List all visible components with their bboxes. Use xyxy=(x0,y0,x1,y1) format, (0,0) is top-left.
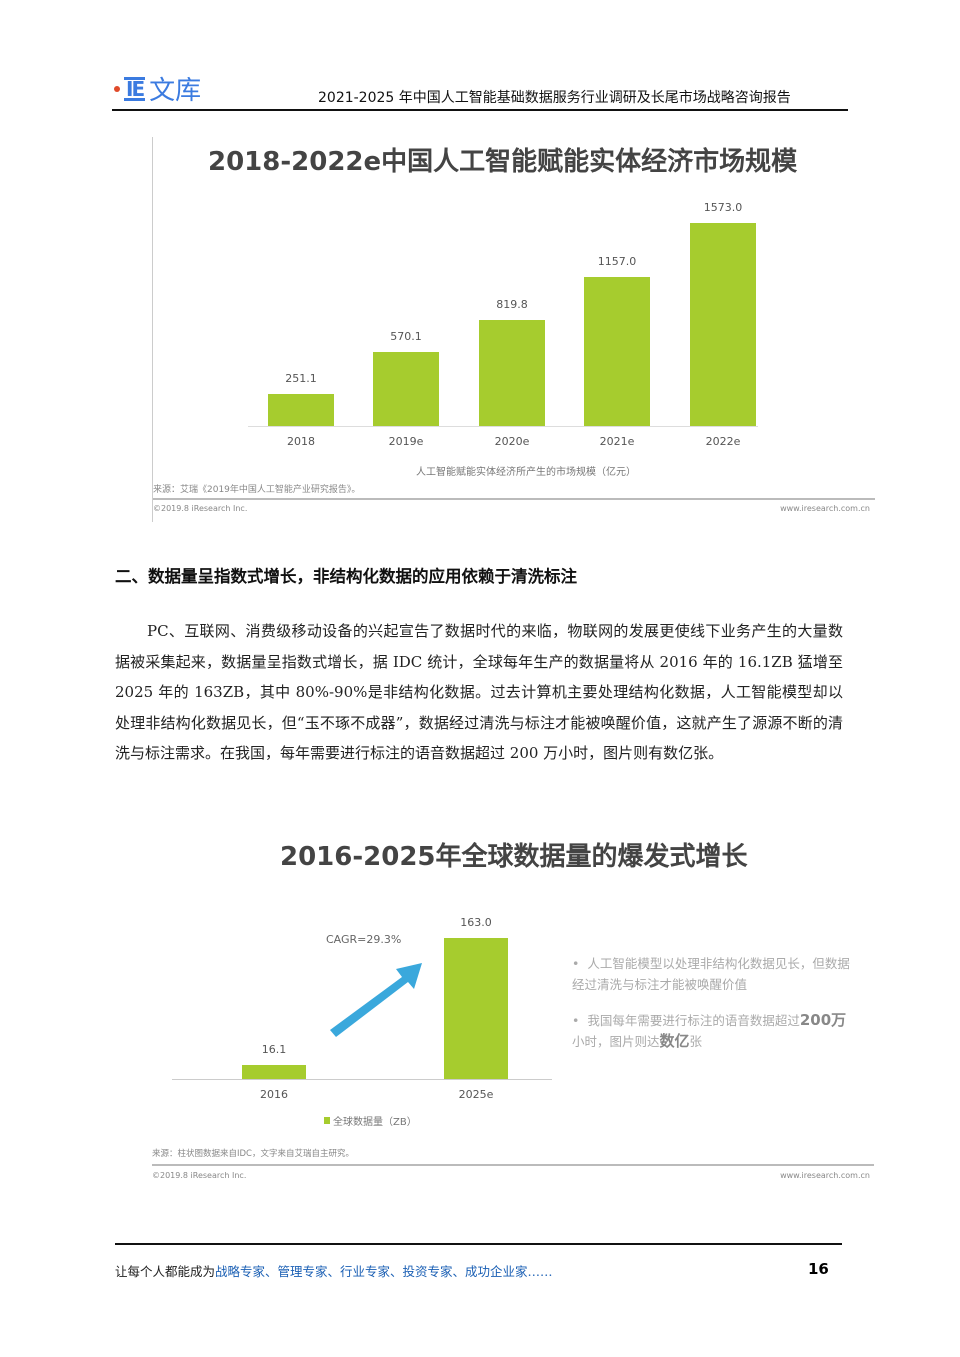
divider xyxy=(152,1164,874,1166)
value-label: 570.1 xyxy=(390,330,422,344)
x-tick-label: 2022e xyxy=(705,435,741,448)
copyright: ©2019.8 iResearch Inc. xyxy=(153,504,248,513)
chart-title: 2018-2022e中国人工智能赋能实体经济市场规模 xyxy=(208,147,798,177)
logo: IE 文库 xyxy=(114,70,201,107)
x-axis xyxy=(248,426,758,427)
source: 来源：柱状图数据来自IDC，文字来自艾瑞自主研究。 xyxy=(152,1149,354,1159)
value-label: 163.0 xyxy=(460,916,492,929)
bar-2019e xyxy=(373,352,439,426)
bullet-2: • 我国每年需要进行标注的语音数据超过200万小时，图片则达数亿张 xyxy=(572,1011,847,1050)
x-tick-label: 2016 xyxy=(260,1088,288,1101)
body-text: PC、互联网、消费级移动设备的兴起宣告了数据时代的来临，物联网的发展更使线下业务… xyxy=(115,622,843,763)
legend: 全球数据量（ZB） xyxy=(324,1113,417,1128)
source: 来源：艾瑞《2019年中国人工智能产业研究报告》。 xyxy=(153,485,361,495)
cagr-annotation: CAGR=29.3% xyxy=(326,933,402,946)
growth-arrow-icon xyxy=(330,963,422,1037)
footer-divider xyxy=(115,1243,842,1245)
x-tick-label: 2025e xyxy=(458,1088,494,1101)
footer-slogan: 让每个人都能成为战略专家、管理专家、行业专家、投资专家、成功企业家…… xyxy=(115,1264,553,1279)
x-axis xyxy=(172,1079,552,1080)
value-label: 1573.0 xyxy=(703,201,743,214)
chart-title: 2016-2025年全球数据量的爆发式增长 xyxy=(280,842,748,872)
bullet-1: • 人工智能模型以处理非结构化数据见长，但数据经过清洗与标注才能被唤醒价值 xyxy=(572,956,850,992)
bar-2022e xyxy=(690,223,756,426)
copyright: ©2019.8 iResearch Inc. xyxy=(152,1171,247,1180)
x-tick-label: 2019e xyxy=(388,435,424,448)
bar-2018 xyxy=(268,393,334,426)
value-label: 251.1 xyxy=(285,371,317,385)
value-label: 819.8 xyxy=(496,298,528,312)
bar-2020e xyxy=(479,320,545,426)
header-divider xyxy=(112,109,848,111)
bar-2025e xyxy=(444,938,508,1079)
site: www.iresearch.com.cn xyxy=(780,1171,870,1180)
bar-2016 xyxy=(242,1065,306,1079)
value-label: 1157.0 xyxy=(597,254,637,268)
x-tick-label: 2021e xyxy=(599,435,635,448)
bar-2021e xyxy=(584,276,650,426)
x-axis-label: 人工智能赋能实体经济所产生的市场规模（亿元） xyxy=(416,467,636,478)
x-tick-label: 2018 xyxy=(287,435,315,448)
divider xyxy=(153,498,875,500)
header-title: 2021-2025 年中国人工智能基础数据服务行业调研及长尾市场战略咨询报告 xyxy=(318,90,791,106)
section-heading: 二、数据量呈指数式增长，非结构化数据的应用依赖于清洗标注 xyxy=(115,567,577,586)
legend-swatch xyxy=(324,1117,330,1124)
chart-market-size: 2018-2022e中国人工智能赋能实体经济市场规模 251.1 2018 570.… xyxy=(152,137,880,522)
page-number: 16 xyxy=(808,1260,829,1278)
value-label: 16.1 xyxy=(261,1043,287,1057)
chart-data-growth: 2016-2025年全球数据量的爆发式增长 16.1 2016 163.0 2025e… xyxy=(152,830,880,1190)
site: www.iresearch.com.cn xyxy=(780,504,870,513)
x-tick-label: 2020e xyxy=(494,435,530,448)
